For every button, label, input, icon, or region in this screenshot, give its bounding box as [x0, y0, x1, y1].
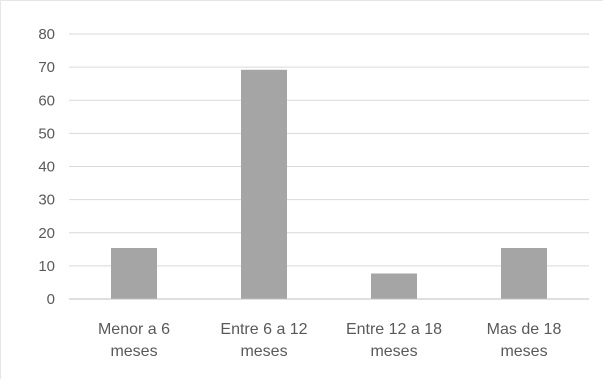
- x-category-label-line: Entre 6 a 12: [220, 321, 307, 338]
- y-tick-label: 20: [38, 225, 55, 242]
- x-category-label: Entre 6 a 12 meses: [220, 321, 307, 360]
- x-category-label-line: meses: [110, 343, 157, 360]
- x-category-label-line: meses: [370, 343, 417, 360]
- x-category-label-line: Menor a 6: [98, 321, 170, 338]
- x-category-label-line: Entre 12 a 18: [346, 321, 442, 338]
- y-tick-label: 40: [38, 159, 55, 176]
- x-category-label-line: meses: [500, 343, 547, 360]
- gridlines: [69, 33, 589, 267]
- y-tick-label: 50: [38, 125, 55, 142]
- y-tick-label: 60: [38, 92, 55, 109]
- bar: [111, 247, 157, 299]
- y-tick-label: 10: [38, 258, 55, 275]
- x-category-label: Mas de 18 meses: [487, 321, 562, 360]
- x-category-label-line: meses: [240, 343, 287, 360]
- bars: [111, 69, 547, 300]
- bar: [501, 247, 547, 299]
- bar: [241, 69, 287, 300]
- y-tick-label: 0: [47, 291, 55, 308]
- y-tick-label: 30: [38, 192, 55, 209]
- y-tick-label: 70: [38, 59, 55, 76]
- x-category-label: Menor a 6 meses: [98, 321, 170, 360]
- bar: [371, 273, 417, 299]
- x-category-label: Entre 12 a 18 meses: [346, 321, 442, 360]
- y-axis-ticks: 0 10 20 30 40 50 60 70 80: [38, 26, 55, 308]
- y-tick-label: 80: [38, 26, 55, 43]
- x-category-label-line: Mas de 18: [487, 321, 562, 338]
